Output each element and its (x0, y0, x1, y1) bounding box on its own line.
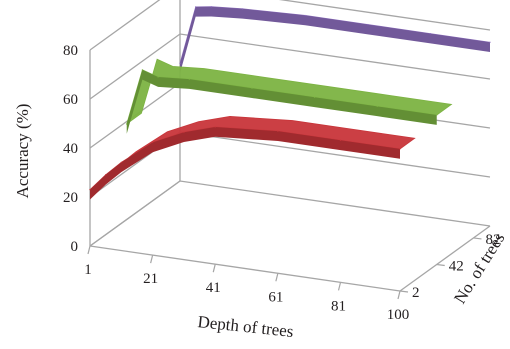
z-tick-label: 82 (485, 232, 500, 248)
x-tick-mark (212, 264, 216, 273)
surface-point-trees-2-depth-6 (105, 174, 107, 176)
surface-point-trees-42-depth-100 (436, 114, 438, 116)
x-axis-title: Depth of trees (197, 312, 295, 341)
grid-line-80 (89, 0, 491, 51)
z-tick-label: 2 (412, 285, 420, 301)
z-tick-mark (436, 263, 445, 267)
floor-left-edge (89, 180, 181, 247)
x-tick-label: 81 (331, 298, 346, 314)
z-tick-label: 42 (449, 258, 464, 274)
y-tick-label: 0 (71, 239, 79, 255)
surface-point-trees-2-depth-21 (152, 141, 154, 143)
surface-front-trees-2 (90, 126, 400, 200)
grid-line-0 (89, 180, 491, 247)
x-tick-label: 41 (206, 280, 221, 296)
x-tick-mark (87, 245, 91, 255)
surface-point-trees-2-depth-61 (277, 130, 279, 132)
surface-point-trees-2-depth-11 (120, 161, 122, 163)
surface-point-trees-100-depth-81 (429, 33, 432, 35)
y-axis-title: Accuracy (%) (13, 104, 32, 199)
z-tick-mark (473, 237, 482, 240)
surface-point-trees-2-depth-41 (214, 126, 216, 128)
y-tick-label: 60 (63, 92, 78, 108)
surface-point-trees-42-depth-21 (188, 78, 190, 80)
surface-point-trees-42-depth-41 (251, 87, 253, 89)
surface-point-trees-100-depth-21 (242, 8, 244, 10)
x-tick-mark (150, 254, 154, 264)
y-tick-label: 40 (63, 141, 78, 157)
surface-point-trees-2-depth-1 (89, 189, 91, 191)
surface-point-trees-100-depth-11 (210, 6, 212, 8)
surface-point-trees-42-depth-6 (141, 69, 143, 71)
surface-point-trees-100-depth-6 (195, 6, 197, 8)
surface-point-trees-42-depth-11 (157, 76, 159, 78)
x-tick-label: 100 (387, 307, 410, 323)
x-tick-label: 1 (84, 262, 92, 278)
surface-point-trees-42-depth-61 (314, 96, 316, 98)
x-tick-mark (337, 282, 342, 291)
x-axis-line (89, 245, 401, 292)
surface-series (89, 6, 491, 200)
surface-point-trees-2-depth-31 (183, 131, 185, 133)
y-tick-label: 20 (63, 190, 78, 206)
surface-point-trees-42-depth-1 (126, 123, 128, 125)
x-tick-label: 61 (268, 289, 283, 305)
surface-point-trees-42-depth-81 (376, 105, 378, 107)
y-tick-label: 80 (63, 43, 78, 59)
x-tick-label: 21 (143, 271, 158, 287)
surface-point-trees-2-depth-81 (339, 139, 342, 141)
surface-point-trees-100-depth-61 (367, 23, 369, 26)
surface-point-trees-100-depth-1 (179, 62, 181, 64)
surface-point-trees-2-depth-100 (399, 148, 401, 150)
surface-front-trees-42 (126, 69, 437, 134)
z-tick-mark (399, 290, 409, 293)
x-tick-mark (275, 273, 279, 282)
x-tick-mark (397, 290, 401, 300)
surface-point-trees-100-depth-100 (489, 41, 491, 43)
surface-point-trees-100-depth-41 (304, 14, 306, 17)
surface-front-trees-100 (180, 6, 490, 74)
z-axis-line (399, 225, 491, 292)
